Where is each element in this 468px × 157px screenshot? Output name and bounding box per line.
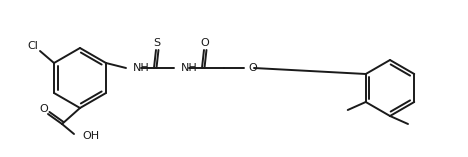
Text: O: O: [40, 104, 48, 114]
Text: S: S: [154, 38, 161, 48]
Text: OH: OH: [82, 131, 99, 141]
Text: O: O: [201, 38, 209, 48]
Text: Cl: Cl: [28, 41, 38, 51]
Text: O: O: [248, 63, 257, 73]
Text: NH: NH: [133, 63, 150, 73]
Text: NH: NH: [181, 63, 198, 73]
